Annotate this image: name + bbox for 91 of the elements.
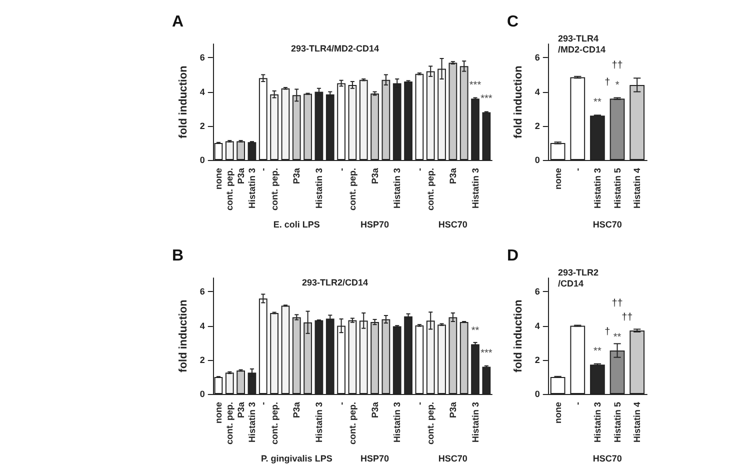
data-label: *	[615, 80, 620, 92]
text: E. coli LPS	[273, 220, 320, 230]
x-tick-label: Histatin 4	[632, 168, 642, 209]
data-label: **	[594, 97, 602, 108]
text: B	[172, 248, 184, 264]
data-label: ***	[469, 80, 482, 92]
x-tick-label: Histatin 3	[314, 402, 324, 443]
annotation: ††	[612, 60, 623, 71]
x-tick-label: P3a	[236, 401, 246, 418]
x-tick-label: Histatin 3	[592, 402, 602, 443]
annotation: ††	[622, 312, 633, 323]
y-axis-title: fold induction	[178, 65, 190, 138]
x-tick-label: Histatin 3	[392, 168, 402, 209]
text: HSC70	[438, 220, 468, 230]
y-tick-label: 0	[534, 389, 540, 399]
x-tick-label: P3a	[448, 401, 458, 418]
x-tick-label: cont. pep.	[224, 402, 235, 444]
y-tick-label: 0	[200, 155, 205, 165]
x-tick-label: Histatin 3	[392, 402, 402, 443]
x-tick-label: Histatin 4	[632, 402, 642, 443]
text: D	[507, 248, 519, 264]
x-tick-label: cont. pep.	[224, 168, 235, 210]
data-label: **	[471, 326, 480, 337]
x-tick-label: Histatin 3	[470, 402, 480, 443]
x-tick-label: P3a	[370, 167, 380, 184]
y-axis-title: fold induction	[178, 299, 190, 372]
x-tick-label: Histatin 3	[246, 402, 257, 443]
y-tick-label: 4	[200, 320, 205, 331]
y-axis-title: fold induction	[512, 65, 524, 138]
x-tick-label: P3a	[370, 401, 380, 418]
x-tick-label: P3a	[448, 167, 458, 184]
y-tick-label: 6	[200, 52, 205, 63]
x-tick-label: Histatin 3	[470, 168, 480, 209]
y-tick-label: 4	[534, 320, 540, 331]
x-tick-label: -	[258, 168, 268, 171]
y-tick-label: 2	[200, 354, 205, 365]
x-tick-label: -	[258, 402, 268, 405]
data-label: **	[613, 332, 622, 343]
text: HSC70	[438, 454, 468, 464]
data-label: ***	[480, 94, 492, 105]
data-label: ***	[480, 348, 492, 360]
x-tick-label: Histatin 3	[592, 168, 602, 209]
x-tick-label: none	[552, 168, 563, 190]
y-tick-label: 2	[534, 120, 540, 131]
chart-title: 293-TLR2/CD14	[302, 278, 368, 288]
annotation: †	[604, 77, 610, 88]
y-tick-label: 2	[200, 120, 205, 131]
x-tick-label: none	[213, 168, 224, 190]
x-tick-label: Histatin 3	[314, 168, 324, 209]
x-tick-label: cont. pep.	[269, 402, 280, 444]
y-tick-label: 6	[534, 52, 540, 63]
y-tick-label: 4	[534, 86, 540, 97]
y-axis-title: fold induction	[512, 299, 524, 372]
x-tick-label: Histatin 5	[612, 168, 622, 209]
x-tick-label: -	[572, 402, 583, 405]
x-tick-label: -	[414, 402, 424, 405]
x-tick-label: none	[552, 402, 563, 424]
x-tick-label: -	[414, 168, 424, 171]
x-tick-label: P3a	[236, 167, 246, 184]
y-tick-label: 0	[534, 155, 540, 165]
x-tick-label: cont. pep.	[347, 168, 358, 210]
y-tick-label: 6	[534, 286, 540, 297]
x-tick-label: -	[336, 168, 346, 171]
chart-title: 293-TLR4 /MD2-CD14	[558, 34, 606, 54]
text: P. gingivalis LPS	[260, 454, 332, 464]
y-tick-label: 6	[200, 286, 205, 297]
x-tick-label: -	[572, 168, 583, 171]
text: HSC70	[592, 454, 622, 464]
x-tick-label: cont. pep.	[426, 168, 436, 210]
y-tick-label: 0	[200, 389, 205, 399]
x-tick-label: -	[336, 402, 346, 405]
text: A	[172, 14, 184, 30]
chart-title: 293-TLR4/MD2-CD14	[290, 44, 380, 54]
text: HSP70	[360, 220, 390, 230]
text: HSC70	[592, 220, 622, 230]
x-tick-label: P3a	[292, 401, 302, 418]
x-tick-label: none	[213, 402, 224, 424]
y-tick-label: 2	[534, 354, 540, 365]
x-tick-label: cont. pep.	[347, 402, 358, 444]
x-tick-label: Histatin 5	[612, 402, 622, 443]
x-tick-label: P3a	[292, 167, 302, 184]
x-tick-label: Histatin 3	[246, 168, 257, 209]
y-tick-label: 4	[200, 86, 205, 97]
annotation: ††	[612, 298, 623, 310]
x-tick-label: cont. pep.	[426, 402, 436, 444]
x-tick-label: cont. pep.	[269, 168, 280, 210]
chart-title: 293-TLR2 /CD14	[558, 268, 599, 288]
annotation: †	[604, 326, 610, 338]
data-label: **	[594, 346, 602, 358]
text: HSP70	[360, 454, 390, 464]
text: C	[507, 14, 519, 30]
